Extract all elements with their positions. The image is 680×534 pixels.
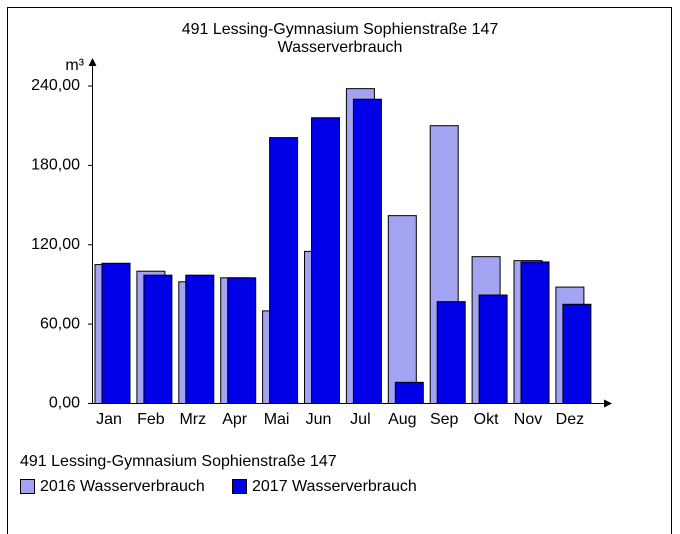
bar: [143, 274, 173, 405]
legend-label: 2016 Wasserverbrauch: [40, 478, 205, 495]
y-tick-label: 120,00: [31, 236, 80, 253]
bar: [227, 277, 257, 404]
x-tick-label: Mrz: [179, 411, 206, 428]
legend-swatch: [232, 479, 247, 494]
x-tick-label: Jul: [350, 411, 370, 428]
x-tick-label: Aug: [388, 411, 416, 428]
bar: [387, 215, 417, 404]
x-tick-label: Mai: [264, 411, 290, 428]
bar: [101, 262, 131, 405]
bar: [394, 381, 424, 405]
bar: [562, 303, 592, 404]
x-tick-label: Feb: [137, 411, 165, 428]
legend-swatch: [20, 479, 35, 494]
x-tick-label: Okt: [474, 411, 499, 428]
legend-title: 491 Lessing-Gymnasium Sophienstraße 147: [20, 453, 337, 470]
x-tick-label: Jun: [306, 411, 332, 428]
y-axis-label: m³: [65, 57, 84, 74]
bar: [520, 261, 550, 404]
x-tick-label: Jan: [96, 411, 122, 428]
y-tick-label: 60,00: [40, 315, 80, 332]
x-tick-label: Dez: [556, 411, 584, 428]
bar: [185, 274, 215, 405]
x-tick-label: Sep: [430, 411, 459, 428]
chart-title: 491 Lessing-Gymnasium Sophienstraße 147: [182, 21, 499, 38]
legend-label: 2017 Wasserverbrauch: [252, 478, 417, 495]
bar: [269, 137, 299, 404]
chart-subtitle: Wasserverbrauch: [278, 39, 403, 56]
y-arrow: [88, 58, 97, 66]
bar: [436, 301, 466, 404]
x-tick-label: Nov: [514, 411, 542, 428]
x-arrow: [604, 399, 612, 408]
x-tick-label: Apr: [222, 411, 248, 428]
y-tick-label: 0,00: [49, 395, 80, 412]
y-tick-label: 240,00: [31, 77, 80, 94]
bar: [352, 98, 382, 405]
y-tick-label: 180,00: [31, 157, 80, 174]
bar: [478, 294, 508, 405]
bar: [311, 117, 340, 404]
frame: [7, 7, 672, 534]
